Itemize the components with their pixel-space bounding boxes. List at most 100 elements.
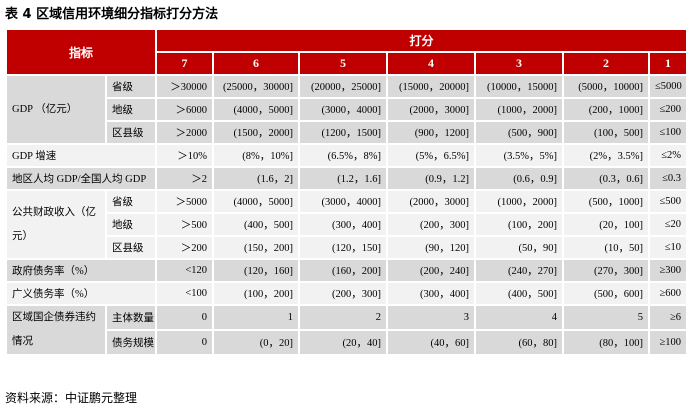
score-cell: (20000，25000]	[298, 74, 389, 99]
row-label: GDP 增速	[4, 143, 158, 168]
score-cell: (1000，2000]	[474, 97, 565, 122]
source-note: 资料来源：中证鹏元整理	[5, 391, 138, 405]
table-row: 广义债务率（%） <100 (100，200] (200，300] (300，400] (…	[4, 281, 689, 306]
score-cell: ≤0.3	[648, 166, 689, 191]
score-cell: 0	[155, 304, 215, 331]
score-cell: (200，1000]	[562, 97, 651, 122]
score-cell: ＞6000	[155, 97, 215, 122]
score-cell: (0.6，0.9]	[474, 166, 565, 191]
score-cell: (120，160]	[212, 258, 301, 283]
score-cell: ≥600	[648, 281, 689, 306]
score-cell: (200，300]	[298, 281, 389, 306]
score-cell: ≥6	[648, 304, 689, 331]
score-cell: (500，600]	[562, 281, 651, 306]
score-cell: ≤100	[648, 120, 689, 145]
score-cell: ≤500	[648, 189, 689, 214]
sub-label: 地级	[104, 97, 158, 122]
score-cell: (6.5%，8%]	[298, 143, 389, 168]
table-row: 公共财政收入（亿元） 省级 ＞5000 (4000，5000] (3000，4000](…	[5, 189, 689, 260]
score-cell: (10，50]	[562, 235, 651, 260]
score-cell: (100，200]	[212, 281, 301, 306]
score-cell: (50，90]	[474, 235, 565, 260]
score-cell: (60，80]	[474, 329, 565, 356]
score-cell: (300，400]	[298, 212, 389, 237]
score-cell: ＞30000	[155, 74, 215, 99]
table-row: 地级 ＞500 (400，500] (300，400] (200，300] (100，20…	[6, 212, 689, 237]
score-level: 2	[562, 51, 651, 76]
score-cell: ≥300	[648, 258, 689, 283]
score-cell: (100，500]	[562, 120, 651, 145]
table-row: 区县级 ＞2000 (1500，2000] (1200，1500] (900，1200]…	[6, 120, 689, 145]
row-label: 广义债务率（%）	[4, 281, 158, 306]
header-cell: 打分	[155, 28, 689, 53]
score-cell: (270，300]	[562, 258, 651, 283]
score-cell: (150，200]	[212, 235, 301, 260]
sub-label: 债务规模	[104, 329, 158, 356]
table-row: GDP 增速 ＞10% (8%，10%] (6.5%，8%] (5%，6.5%] (3.5…	[4, 143, 689, 168]
score-level: 7	[155, 51, 215, 76]
group-label: GDP （亿元）	[5, 74, 107, 145]
score-level: 4	[386, 51, 477, 76]
score-cell: (0，20]	[212, 329, 301, 356]
score-cell: 2	[298, 304, 389, 331]
score-cell: (5000，10000]	[562, 74, 651, 99]
score-cell: (500，1000]	[562, 189, 651, 214]
score-cell: (160，200]	[298, 258, 389, 283]
score-cell: (500，900]	[474, 120, 565, 145]
score-cell: (3000，4000]	[298, 97, 389, 122]
score-cell: 0	[155, 329, 215, 356]
score-level: 3	[474, 51, 565, 76]
score-cell: (2%，3.5%]	[562, 143, 651, 168]
score-cell: (8%，10%]	[212, 143, 301, 168]
score-cell: (100，200]	[474, 212, 565, 237]
table-row: 区域国企债券违约情况 主体数量 0 1 2 3 4 5 ≥6	[5, 304, 689, 356]
score-cell: (120，150]	[298, 235, 389, 260]
sub-label: 省级	[104, 189, 158, 214]
score-cell: ＞10%	[155, 143, 215, 168]
table-row: 地区人均 GDP/全国人均 GDP ＞2 (1.6，2] (1.2，1.6] (0.9，…	[4, 166, 689, 191]
score-cell: (400，500]	[212, 212, 301, 237]
score-cell: (20，40]	[298, 329, 389, 356]
score-cell: 4	[474, 304, 565, 331]
score-cell: (25000，30000]	[212, 74, 301, 99]
group-label: 公共财政收入（亿元）	[5, 189, 107, 260]
score-cell: ＞200	[155, 235, 215, 260]
sub-label: 省级	[104, 74, 158, 99]
score-cell: (15000，20000]	[386, 74, 477, 99]
score-cell: <100	[155, 281, 215, 306]
score-cell: (10000，15000]	[474, 74, 565, 99]
table-row: 债务规模 0 (0，20] (20，40] (40，60] (60，80] (80，100]…	[6, 329, 689, 356]
table-title: 表 4 区域信用环境细分指标打分方法	[5, 7, 219, 22]
score-cell: (1.2，1.6]	[298, 166, 389, 191]
score-cell: (5%，6.5%]	[386, 143, 477, 168]
header-cell: 指标	[4, 28, 158, 76]
score-cell: (4000，5000]	[212, 97, 301, 122]
score-cell: 3	[386, 304, 477, 331]
score-cell: 5	[562, 304, 651, 331]
score-cell: (90，120]	[386, 235, 477, 260]
score-level: 5	[298, 51, 389, 76]
score-cell: (3.5%，5%]	[474, 143, 565, 168]
group-label: 区域国企债券违约情况	[5, 304, 107, 356]
score-cell: ≥100	[648, 329, 689, 356]
score-cell: ≤20	[648, 212, 689, 237]
row-label: 政府债务率（%）	[4, 258, 158, 283]
score-cell: (240，270]	[474, 258, 565, 283]
score-cell: (40，60]	[386, 329, 477, 356]
score-cell: (2000，3000]	[386, 189, 477, 214]
score-cell: (300，400]	[386, 281, 477, 306]
sub-label: 主体数量	[104, 304, 158, 331]
table-row: 指标 打分	[4, 28, 689, 76]
score-cell: (0.9，1.2]	[386, 166, 477, 191]
score-cell: ＞2000	[155, 120, 215, 145]
score-cell: (3000，4000]	[298, 189, 389, 214]
sub-label: 区县级	[104, 235, 158, 260]
sub-label: 地级	[104, 212, 158, 237]
sub-label: 区县级	[104, 120, 158, 145]
table-row: 地级 ＞6000 (4000，5000] (3000，4000] (2000，3000]…	[6, 97, 689, 122]
score-cell: ≤5000	[648, 74, 689, 99]
score-table: 指标 打分 7 6 5 4 3 2 1 GDP （亿元） 省级 ＞30000 (25000，30000]…	[4, 28, 689, 356]
score-cell: (200，240]	[386, 258, 477, 283]
